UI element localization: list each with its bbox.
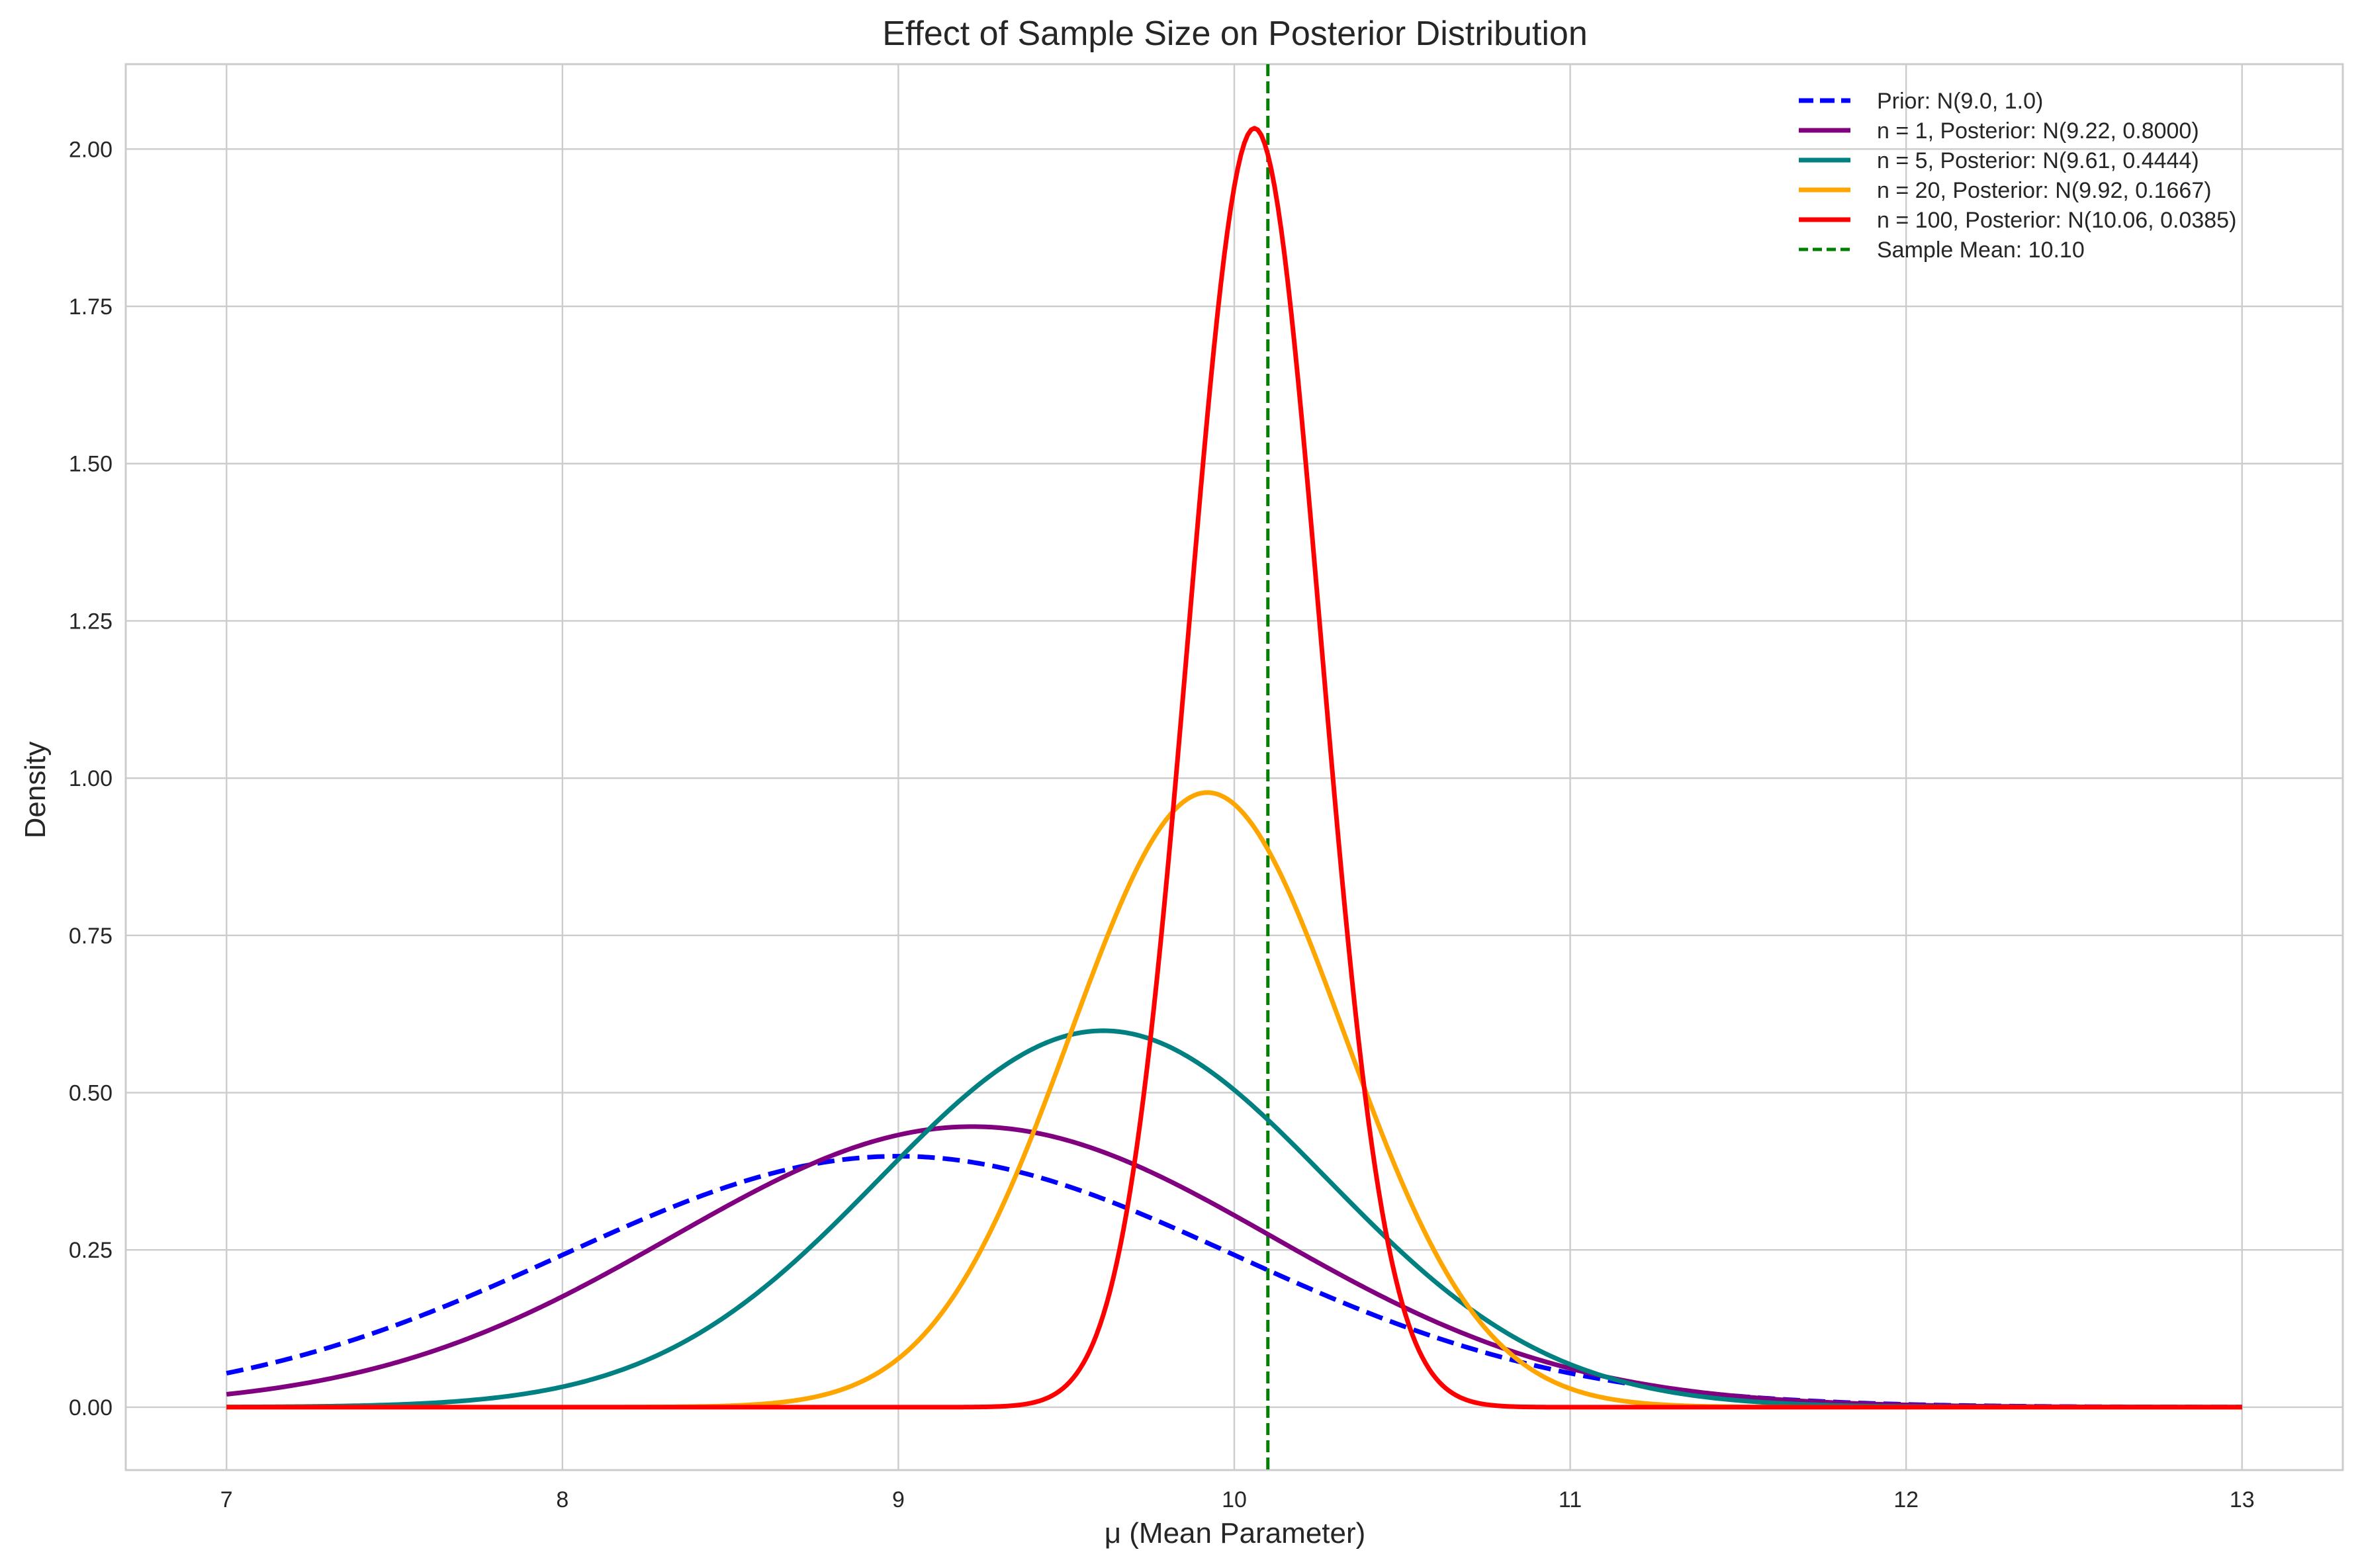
x-tick-label: 13 xyxy=(2230,1487,2255,1512)
x-tick-label: 7 xyxy=(220,1487,233,1512)
x-tick-label: 12 xyxy=(1893,1487,1919,1512)
series-group xyxy=(226,64,2242,1470)
legend-entry-label: n = 5, Posterior: N(9.61, 0.4444) xyxy=(1877,148,2199,173)
legend-entry-label: n = 100, Posterior: N(10.06, 0.0385) xyxy=(1877,208,2236,233)
y-tick-label: 2.00 xyxy=(69,137,113,162)
plot-area: 7 8 9 10 11 12 13 0.00 0.25 0.50 0.75 1.00 1.25 1.50 1… xyxy=(69,63,2344,1512)
y-tick-label: 0.00 xyxy=(69,1395,113,1420)
legend-entry-label: Sample Mean: 10.10 xyxy=(1877,238,2085,263)
chart-title: Effect of Sample Size on Posterior Distr… xyxy=(882,15,1588,53)
y-tick-label: 1.50 xyxy=(69,452,113,477)
x-axis-label: μ (Mean Parameter) xyxy=(1105,1517,1366,1549)
y-tick-label: 1.75 xyxy=(69,294,113,320)
y-tick-label: 0.50 xyxy=(69,1081,113,1106)
series-line xyxy=(226,1154,2242,1410)
x-tick-label: 9 xyxy=(892,1487,905,1512)
y-tick-label: 0.25 xyxy=(69,1238,113,1263)
y-tick-label: 1.25 xyxy=(69,609,113,634)
y-tick-label: 1.00 xyxy=(69,766,113,791)
x-tick-label: 11 xyxy=(1559,1487,1582,1512)
x-tick-label: 8 xyxy=(556,1487,568,1512)
legend-entry-label: n = 1, Posterior: N(9.22, 0.8000) xyxy=(1877,118,2199,144)
series-line xyxy=(226,126,2242,1410)
legend-entry-label: Prior: N(9.0, 1.0) xyxy=(1877,89,2043,114)
y-axis-label: Density xyxy=(19,742,52,839)
plot-frame xyxy=(124,63,2344,1471)
x-tick-label: 10 xyxy=(1222,1487,1247,1512)
y-tick-label: 0.75 xyxy=(69,924,113,949)
legend: Prior: N(9.0, 1.0) n = 1, Posterior: N(9.… xyxy=(1799,89,2236,263)
legend-entry-label: n = 20, Posterior: N(9.92, 0.1667) xyxy=(1877,178,2212,203)
